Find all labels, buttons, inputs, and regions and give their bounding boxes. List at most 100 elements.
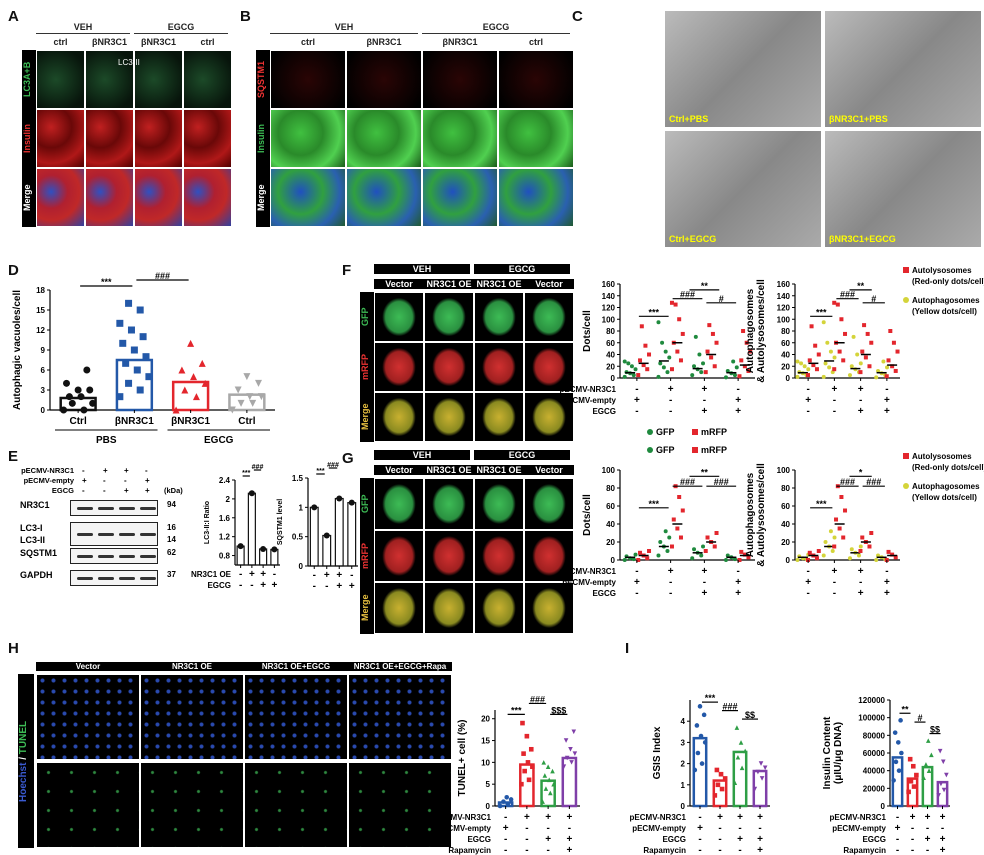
- condition-sign: -: [325, 581, 328, 592]
- lc3-ii-annotation: LC3-II: [118, 58, 140, 67]
- group-label-veh: VEH: [334, 22, 354, 32]
- data-point: [571, 729, 577, 735]
- y-tick-label: 3: [681, 738, 686, 747]
- data-point: [821, 320, 826, 325]
- y-tick-label: 0: [786, 556, 791, 565]
- data-point: [629, 364, 634, 369]
- data-point: [237, 399, 245, 407]
- data-point: [832, 300, 837, 305]
- data-point: [898, 718, 903, 723]
- data-point: [856, 553, 861, 558]
- electron-micrograph: βNR3C1+EGCG: [824, 130, 982, 248]
- data-point: [855, 352, 860, 357]
- data-point: [701, 712, 707, 718]
- condition-sign: -: [736, 384, 739, 395]
- condition-sign: +: [697, 823, 703, 834]
- data-point: [656, 320, 661, 325]
- condition-sign: +: [735, 577, 741, 588]
- condition-sign: -: [525, 845, 528, 855]
- data-point: [914, 772, 919, 778]
- condition-label: EGCG: [51, 486, 74, 495]
- electron-micrograph: Ctrl+PBS: [664, 10, 822, 128]
- y-tick-label: 0: [486, 802, 491, 811]
- column-label: βNR3C1: [442, 37, 478, 47]
- data-point: [122, 359, 130, 367]
- data-point: [660, 340, 665, 345]
- column-label: NR3C1 OE: [140, 662, 244, 671]
- micrograph: [424, 530, 474, 582]
- micrograph: [134, 50, 183, 109]
- condition-label: Rapamycin: [643, 846, 686, 855]
- condition-sign: +: [858, 384, 864, 395]
- column-label: βNR3C1: [140, 37, 176, 47]
- condition-sign: -: [635, 384, 638, 395]
- condition-sign: +: [336, 581, 342, 592]
- condition-sign: -: [635, 588, 638, 599]
- condition-label: pECMV-NR3C1: [630, 813, 687, 822]
- mean-marker: [323, 532, 330, 539]
- significance-label: ***: [101, 277, 112, 287]
- y-tick-label: 120: [602, 304, 616, 313]
- data-point: [508, 797, 514, 802]
- y-tick-label: 2: [226, 495, 231, 504]
- micrograph: [474, 530, 524, 582]
- data-point: [572, 751, 578, 756]
- data-point: [874, 558, 879, 562]
- y-tick-label: 0: [299, 562, 304, 571]
- data-point: [677, 495, 682, 499]
- condition-sign: +: [701, 406, 707, 417]
- micrograph: [85, 168, 134, 227]
- micrograph: [474, 342, 524, 392]
- data-point: [892, 730, 898, 735]
- data-point: [647, 352, 652, 357]
- panel-label-e: E: [8, 448, 19, 465]
- data-point: [665, 549, 670, 553]
- condition-sign: -: [859, 395, 862, 406]
- micrograph: [524, 292, 574, 342]
- significance-label: ***: [648, 307, 659, 317]
- legend-label: Autolysosomes (Red-only dots/cell): [912, 452, 984, 472]
- data-point: [748, 349, 753, 354]
- data-point: [835, 302, 840, 307]
- data-point: [705, 535, 710, 540]
- data-point: [647, 429, 653, 435]
- y-tick-label: 0: [41, 406, 46, 415]
- significance-label: ###: [155, 271, 170, 281]
- condition-sign: +: [940, 834, 946, 845]
- data-point: [645, 556, 650, 561]
- data-point: [622, 374, 627, 379]
- data-point: [542, 773, 548, 778]
- condition-sign: +: [737, 834, 743, 845]
- condition-label: EGCG: [592, 407, 616, 416]
- data-point: [528, 746, 534, 752]
- data-point: [692, 447, 698, 453]
- y-tick-label: 80: [606, 327, 615, 336]
- condition-label: EGCG: [592, 589, 616, 598]
- micrograph: [498, 168, 574, 227]
- group-label-veh: VEH: [73, 22, 93, 32]
- micrograph: [183, 168, 232, 227]
- panel-label-g: G: [342, 450, 354, 467]
- condition-sign: +: [566, 812, 572, 823]
- y-axis-label: Autophagosomes& Autolysosomes/cell: [745, 279, 767, 383]
- data-point: [746, 555, 751, 560]
- y-tick-label: 2.4: [219, 476, 231, 485]
- significance-label: #: [871, 294, 876, 304]
- data-point: [701, 544, 706, 549]
- data-point: [710, 331, 715, 336]
- micrograph: [474, 582, 524, 634]
- data-point: [675, 526, 680, 531]
- micrograph: [498, 109, 574, 168]
- column-label: Vector: [524, 465, 574, 475]
- y-tick-label: 60: [781, 502, 790, 511]
- data-point: [908, 778, 914, 784]
- column-label: NR3C1 OE: [424, 279, 474, 289]
- condition-sign: -: [698, 834, 701, 845]
- y-tick-label: 60: [781, 339, 790, 348]
- condition-label: EGCG: [207, 581, 231, 590]
- significance-label: $$: [930, 725, 940, 735]
- x-tick-label: βNR3C1: [115, 416, 154, 427]
